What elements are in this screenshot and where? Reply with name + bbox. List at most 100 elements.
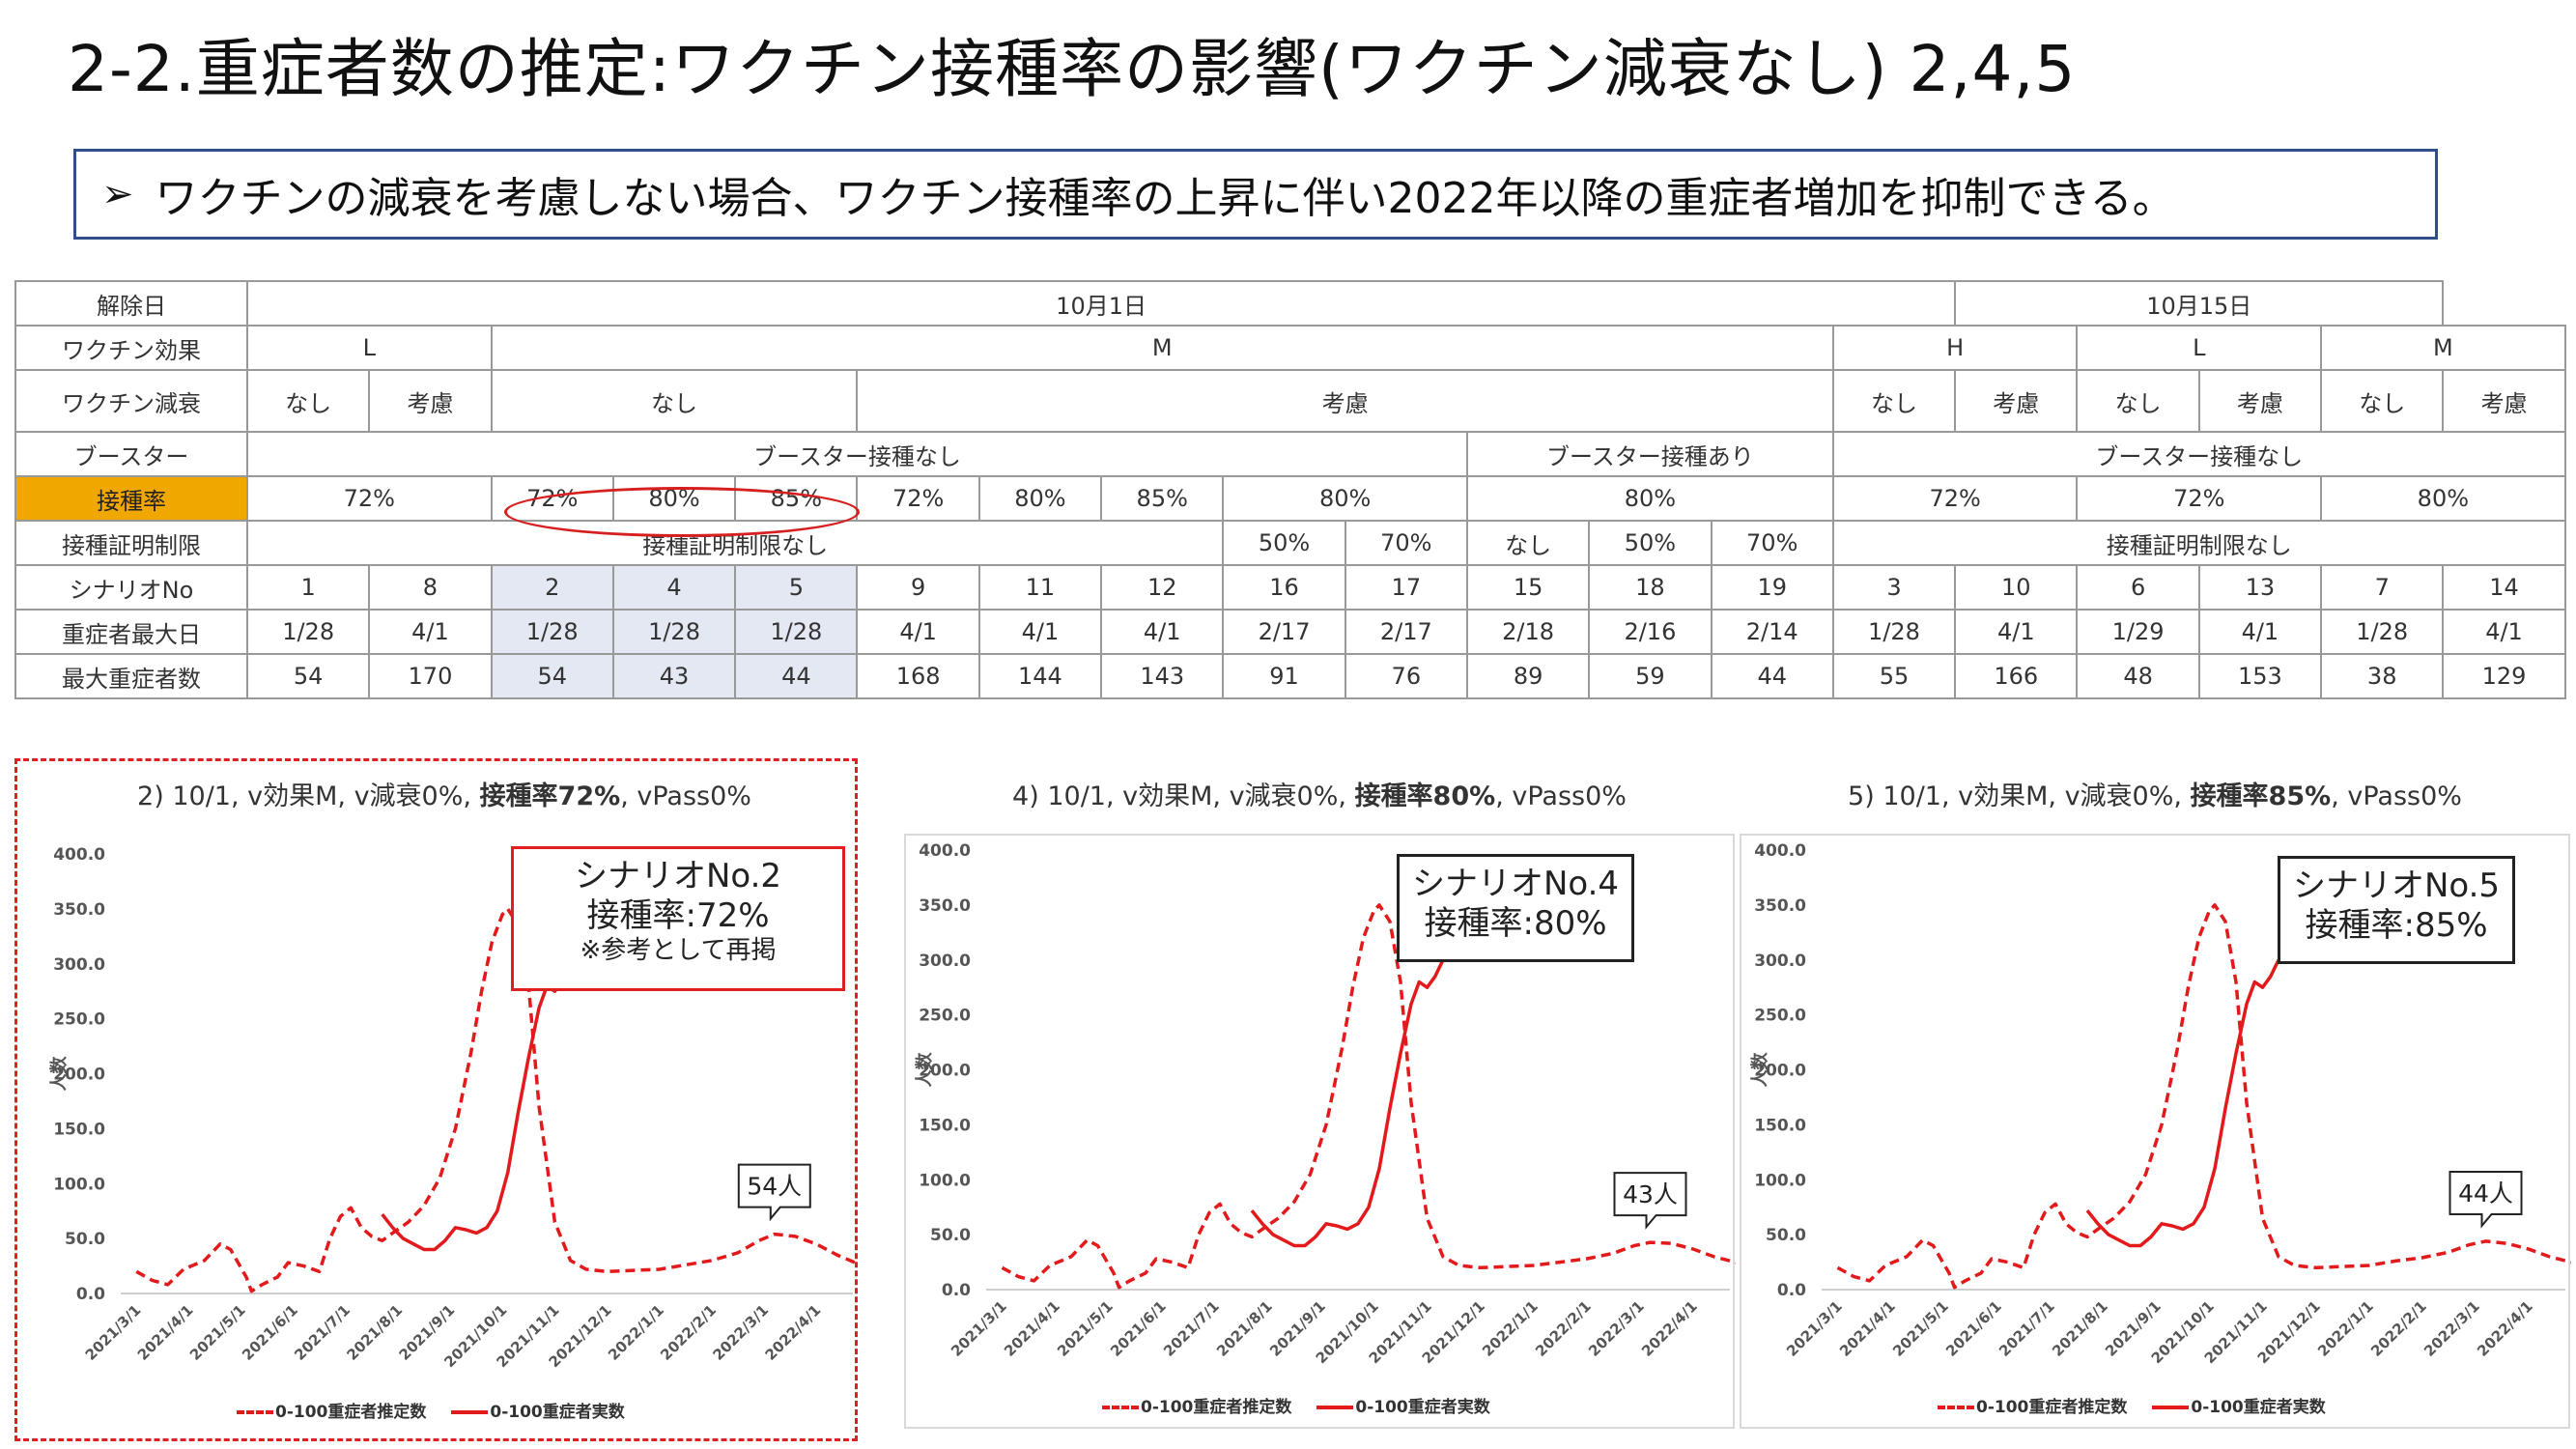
legend-entry: 0-100重症者推定数	[1976, 1398, 2128, 1417]
table-row: 接種率 72% 72% 80% 85% 72% 80% 85% 80% 80% 72% 72% 80%	[14, 475, 2566, 522]
x-tick-label: 2022/3/1	[709, 1301, 772, 1364]
table-cell: 44	[1710, 653, 1834, 699]
x-tick-label: 2021/4/1	[1001, 1297, 1063, 1360]
y-axis-label: 人数	[48, 1056, 70, 1092]
x-tick-label: 2021/3/1	[1783, 1297, 1846, 1360]
table-cell: M	[490, 325, 1834, 371]
x-tick-label: 2021/6/1	[239, 1301, 301, 1364]
table-cell: ブースター接種なし	[246, 431, 1468, 477]
peak-callout-box	[737, 1163, 811, 1222]
table-cell: 13	[2197, 564, 2323, 611]
bullet-arrow-icon: ➢	[101, 172, 134, 216]
table-cell: 91	[1222, 653, 1346, 699]
table-cell: H	[1831, 325, 2079, 371]
chart-title-prefix: 2) 10/1, v効果M, v減衰0%,	[137, 781, 480, 811]
table-cell: 70%	[1344, 520, 1468, 566]
table-row: 接種証明制限 接種証明制限なし 50% 70% なし 50% 70% 接種証明制限なし	[14, 520, 2566, 566]
chart-legend: 0-100重症者推定数 0-100重症者実数	[1102, 1393, 1490, 1417]
x-tick-label: 2022/2/1	[1532, 1297, 1595, 1360]
y-tick-label: 250.0	[1754, 1007, 1806, 1026]
y-tick-label: 200.0	[919, 1062, 971, 1081]
y-tick-label: 0.0	[942, 1281, 971, 1300]
y-tick-label: 100.0	[1754, 1171, 1806, 1190]
table-cell: 4/1	[1954, 609, 2079, 655]
chart-title: 2) 10/1, v効果M, v減衰0%, 接種率72%, vPass0%	[34, 775, 855, 812]
table-cell: 2	[490, 564, 614, 611]
focus-dashed-box	[14, 758, 858, 1441]
table-cell: 考慮	[2197, 369, 2323, 433]
x-tick-label: 2022/4/1	[762, 1301, 825, 1364]
series-actual-line	[381, 963, 573, 1252]
chart-frame	[1740, 834, 2570, 1429]
chart-title-bold: 接種率85%	[2190, 781, 2332, 811]
y-tick-label: 50.0	[1766, 1226, 1806, 1245]
table-cell: 80%	[2320, 475, 2566, 522]
y-tick-label: 400.0	[53, 845, 105, 865]
x-tick-label: 2021/8/1	[1213, 1297, 1276, 1360]
table-cell: 9	[856, 564, 980, 611]
table-cell: 1/28	[490, 609, 614, 655]
peak-label: 43人	[1623, 1180, 1678, 1208]
table-cell: 17	[1344, 564, 1468, 611]
table-cell: 8	[368, 564, 493, 611]
table-cell: 7	[2320, 564, 2445, 611]
table-cell: 接種証明制限なし	[1831, 520, 2566, 566]
summary-text: ワクチンの減衰を考慮しない場合、ワクチン接種率の上昇に伴い2022年以降の重症者…	[155, 174, 2175, 223]
row-label: 重症者最大日	[14, 609, 248, 655]
series-estimated-line	[1001, 903, 1736, 1290]
chart-svg: 0.0 50.0 100.0 150.0 200.0 250.0 300.0 350.0 400…	[48, 845, 855, 1371]
table-cell: 44	[734, 653, 859, 699]
y-tick-label: 150.0	[1754, 1116, 1806, 1135]
x-tick-label: 2021/5/1	[1889, 1297, 1952, 1360]
chart-title-suffix: , vPass0%	[2331, 781, 2462, 811]
row-label: 接種証明制限	[14, 520, 248, 566]
table-cell: 72%	[1831, 475, 2079, 522]
callout-line: 接種率:72%	[586, 895, 770, 935]
table-cell: 72%	[246, 475, 493, 522]
chart-panel-scenario-4: 4) 10/1, v効果M, v減衰0%, 接種率80%, vPass0% 0.0…	[903, 765, 1736, 1432]
y-tick-label: 400.0	[1754, 841, 1806, 861]
y-tick-label: 150.0	[53, 1120, 105, 1139]
summary-box: ➢ ワクチンの減衰を考慮しない場合、ワクチン接種率の上昇に伴い2022年以降の重…	[73, 149, 2438, 240]
legend-entry: 0-100重症者実数	[490, 1403, 625, 1422]
legend-entry: 0-100重症者推定数	[1141, 1398, 1292, 1417]
table-cell: 1/28	[2320, 609, 2445, 655]
table-row: シナリオNo 1 8 2 4 5 9 11 12 16 17 15 18 19 3 10 6 13 7 14	[14, 564, 2566, 611]
table-cell: 55	[1831, 653, 1957, 699]
table-cell: M	[2320, 325, 2566, 371]
table-cell: 考慮	[856, 369, 1834, 433]
scenario-callout: シナリオNo.5 接種率:85%	[2278, 856, 2515, 964]
table-cell: 166	[1954, 653, 2079, 699]
callout-line: ※参考として再掲	[580, 935, 777, 965]
chart-legend: 0-100重症者推定数 0-100重症者実数	[237, 1398, 625, 1422]
table-cell: なし	[490, 369, 859, 433]
y-tick-label: 250.0	[53, 1010, 105, 1030]
chart-title: 4) 10/1, v効果M, v減衰0%, 接種率80%, vPass0%	[903, 775, 1736, 812]
legend-entry: 0-100重症者実数	[2191, 1398, 2326, 1417]
table-cell: 144	[977, 653, 1103, 699]
table-cell: 72%	[856, 475, 980, 522]
table-cell: 168	[856, 653, 980, 699]
y-tick-label: 200.0	[1754, 1062, 1806, 1081]
x-tick-label: 2021/4/1	[1836, 1297, 1899, 1360]
table-cell: 89	[1465, 653, 1591, 699]
legend-dashed-swatch	[1102, 1406, 1139, 1409]
table-cell: 4/1	[1100, 609, 1225, 655]
table-cell: 18	[1588, 564, 1713, 611]
table-cell: 2/14	[1710, 609, 1834, 655]
table-row: ワクチン効果 L M H L M	[14, 325, 2566, 371]
legend-dashed-swatch	[1938, 1406, 1974, 1409]
y-tick-label: 300.0	[1754, 952, 1806, 971]
table-cell: 5	[734, 564, 859, 611]
table-cell: 50%	[1222, 520, 1346, 566]
table-cell: 10	[1954, 564, 2079, 611]
scenario-callout: シナリオNo.4 接種率:80%	[1397, 854, 1634, 962]
chart-title-suffix: , vPass0%	[1495, 781, 1627, 811]
chart-panel-scenario-5: 5) 10/1, v効果M, v減衰0%, 接種率85%, vPass0% 0.0…	[1739, 765, 2571, 1432]
table-cell: 1/28	[734, 609, 859, 655]
table-cell: 80%	[1465, 475, 1834, 522]
table-cell: 12	[1100, 564, 1225, 611]
y-tick-label: 250.0	[919, 1007, 971, 1026]
table-cell: 4	[611, 564, 737, 611]
table-cell: 2/17	[1222, 609, 1346, 655]
